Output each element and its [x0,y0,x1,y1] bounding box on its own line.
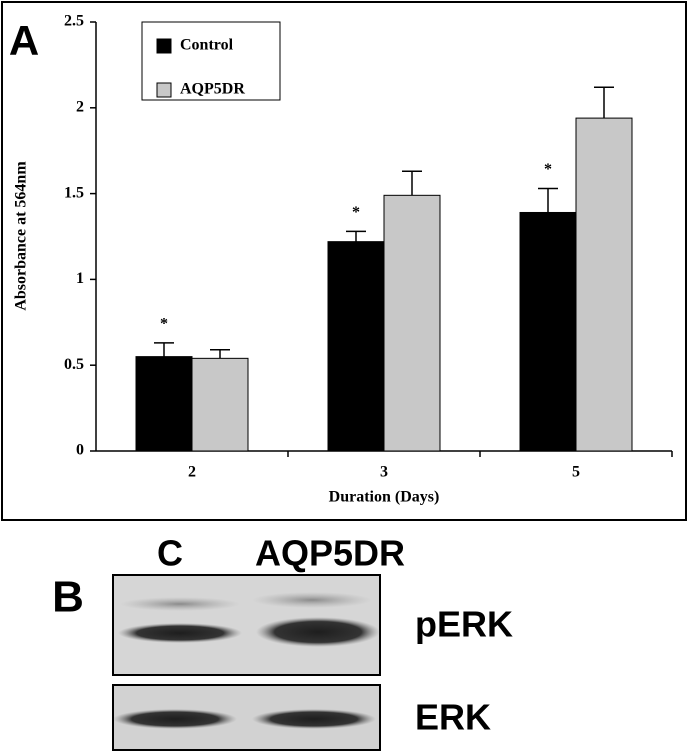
error-bar [210,349,230,359]
y-tick-label: 0 [76,442,84,459]
x-tick-label: 5 [572,464,580,481]
bar [135,356,193,452]
legend-label: Control [180,37,234,54]
error-bar [154,342,174,357]
lane-label: AQP5DR [255,533,405,574]
x-axis-label: Duration (Days) [329,489,440,506]
legend-swatch [156,38,172,54]
panel-label: B [52,573,84,622]
blot-band [252,592,372,608]
y-tick-label: 0.5 [64,356,84,373]
bar [383,194,441,452]
bar [327,241,385,452]
blot-band [118,623,242,643]
legend-swatch [156,82,172,98]
y-tick-label: 2.5 [64,13,84,30]
y-axis-label: Absorbance at 564nm [13,161,30,311]
panel-label: A [9,17,39,64]
blot-band [113,709,237,729]
error-bar [594,86,614,119]
blot-band [120,597,240,611]
y-tick-label: 1 [76,270,84,287]
row-label: pERK [415,604,513,645]
bar [575,117,633,452]
y-tick-label: 1.5 [64,184,84,201]
x-tick-label: 2 [188,464,196,481]
blot-band [256,617,380,647]
legend-label: AQP5DR [180,81,245,98]
significance-mark: * [352,204,360,221]
blot-band [252,709,376,729]
error-bar [402,170,422,196]
bar [191,357,249,452]
x-tick-label: 3 [380,464,388,481]
lane-label: C [157,533,183,574]
bar [519,211,577,452]
significance-mark: * [544,161,552,178]
y-tick-label: 2 [76,98,84,115]
row-label: ERK [415,697,491,738]
error-bar [538,187,558,213]
error-bar [346,230,366,242]
significance-mark: * [160,316,168,333]
